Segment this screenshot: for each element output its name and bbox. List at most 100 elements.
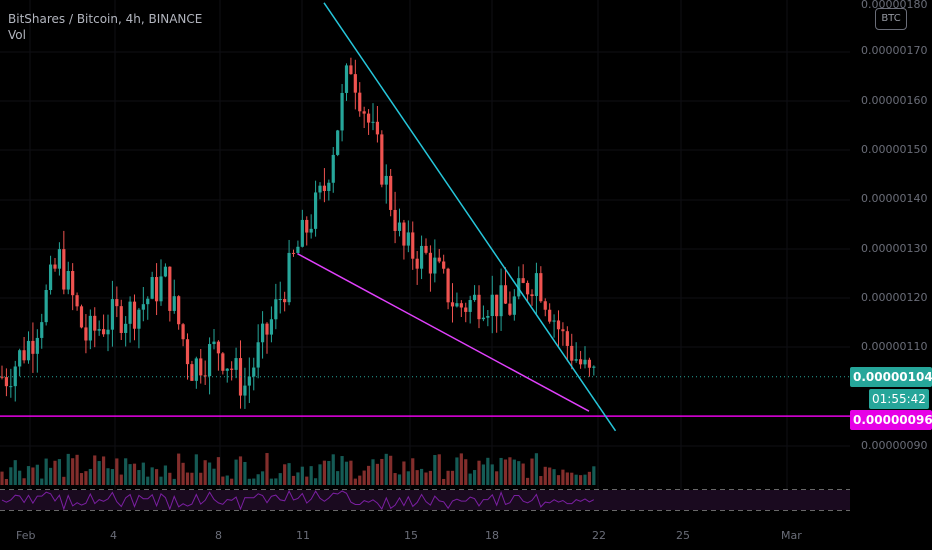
candle-body [119,306,123,333]
volume-bar [84,471,88,485]
candle-body [477,294,481,320]
x-tick-label: 15 [404,529,418,542]
volume-bar [150,467,154,485]
candle-body [110,299,115,330]
candle-body [578,359,583,365]
candle-body [13,366,17,387]
candle-body [552,320,556,322]
volume-bar [503,459,508,485]
volume-bar [375,463,380,485]
candle-body [115,299,119,307]
volume-bar [428,470,433,485]
x-tick-label: Mar [781,529,802,542]
candle-body [194,358,198,381]
volume-bar [530,458,534,485]
candle-body [0,376,4,378]
candle-body [132,301,137,329]
candle-body [287,252,291,303]
candle-body [185,339,190,365]
candle-body [508,303,512,315]
candle-body [18,350,22,367]
volume-bar [66,453,70,485]
candle-body [362,111,366,114]
volume-bar [305,476,309,485]
candle-body [203,375,207,377]
volume-bar [349,460,353,485]
candle-body [402,222,406,246]
candle-body [247,376,251,386]
volume-bar [490,464,494,485]
volume-bar [141,462,145,485]
volume-bar [216,457,221,485]
candle-body [556,320,561,330]
x-tick-label: Feb [16,529,36,542]
candle-body [592,366,596,368]
volume-bar [508,457,512,485]
candle-body [411,232,415,259]
candle-body [336,130,340,155]
volume-label[interactable]: Vol [8,28,26,42]
volume-bar [525,477,530,485]
volume-bar [499,457,503,485]
volume-bar [234,459,238,485]
x-tick-label: 8 [215,529,222,542]
volume-bar [128,464,132,485]
volume-bar [172,478,176,485]
volume-bar [561,469,565,485]
y-tick-label: 0.00000090 [861,439,928,452]
candle-body [327,182,331,192]
volume-bar [548,467,552,485]
candle-body [57,249,62,269]
volume-bar [450,470,455,485]
volume-bar [419,468,424,485]
candle-body [88,315,92,341]
candle-body [66,270,70,290]
volume-bar [587,471,592,485]
candle-body [548,309,552,322]
lower-trendline [297,253,590,412]
volume-bar [468,473,472,485]
candle-body [340,92,344,131]
volume-bar [433,455,437,485]
volume-bar [110,469,115,485]
volume-bar [31,467,35,485]
volume-bar [115,458,119,485]
volume-bar [318,464,322,485]
volume-bar [247,478,251,485]
candle-body [35,337,39,354]
volume-bar [565,472,569,485]
candle-body [464,307,468,312]
volume-bar [309,466,313,485]
volume-bar [146,476,150,485]
volume-bar [344,461,349,485]
candle-body [291,252,296,254]
candle-body [565,331,569,346]
volume-bar [185,472,190,485]
candle-body [437,257,441,262]
volume-bar [9,467,13,485]
volume-bar [199,472,203,485]
volume-bar [578,475,583,485]
symbol-title[interactable]: BitShares / Bitcoin, 4h, BINANCE [8,12,203,26]
candle-body [499,285,503,317]
volume-bar [40,478,44,485]
currency-badge[interactable]: BTC [875,8,907,30]
candle-body [419,245,424,269]
candle-body [150,277,154,299]
volume-bar [101,456,106,485]
candle-body [481,317,486,320]
volume-bar [300,466,304,485]
volume-bar [221,476,225,485]
volume-bar [62,476,66,485]
volume-bar [203,460,207,485]
candle-body [455,303,459,307]
candle-body [141,304,145,310]
candle-body [446,268,450,303]
volume-bar [322,460,327,485]
volume-bar [366,465,371,485]
volume-bar [230,478,234,485]
volume-bar [137,470,141,485]
candle-body [539,273,543,302]
